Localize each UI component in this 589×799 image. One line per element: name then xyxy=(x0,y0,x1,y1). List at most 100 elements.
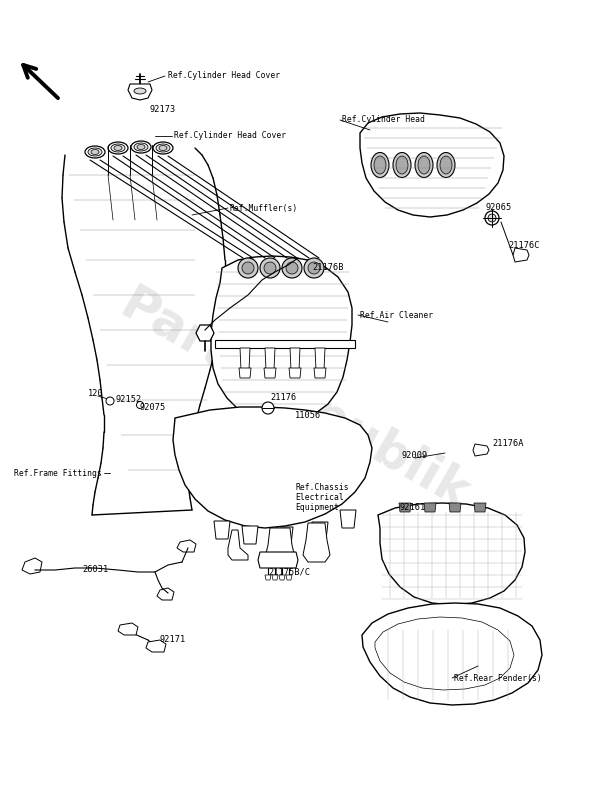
Circle shape xyxy=(286,262,298,274)
Ellipse shape xyxy=(415,153,433,177)
Circle shape xyxy=(488,214,496,222)
Text: 26031: 26031 xyxy=(82,566,108,574)
Polygon shape xyxy=(173,407,372,528)
Circle shape xyxy=(282,258,302,278)
Text: Ref.Rear Fender(s): Ref.Rear Fender(s) xyxy=(454,674,542,682)
Circle shape xyxy=(304,258,324,278)
Text: 92161: 92161 xyxy=(400,503,426,512)
Circle shape xyxy=(485,211,499,225)
Ellipse shape xyxy=(156,144,170,152)
Polygon shape xyxy=(513,248,529,262)
Ellipse shape xyxy=(85,146,105,158)
Text: Ref.Cylinder Head Cover: Ref.Cylinder Head Cover xyxy=(168,71,280,81)
Ellipse shape xyxy=(88,148,102,156)
Polygon shape xyxy=(239,368,251,378)
Polygon shape xyxy=(340,510,356,528)
Polygon shape xyxy=(258,552,298,568)
Ellipse shape xyxy=(393,153,411,177)
Polygon shape xyxy=(424,503,436,512)
Ellipse shape xyxy=(134,88,146,94)
Text: 21176B: 21176B xyxy=(312,264,343,272)
Ellipse shape xyxy=(371,153,389,177)
Polygon shape xyxy=(449,503,461,512)
Polygon shape xyxy=(473,444,489,456)
Ellipse shape xyxy=(114,145,122,150)
Polygon shape xyxy=(265,575,271,580)
Polygon shape xyxy=(128,84,152,100)
Polygon shape xyxy=(228,530,248,560)
Text: 120: 120 xyxy=(88,388,104,397)
Polygon shape xyxy=(378,503,525,605)
Ellipse shape xyxy=(153,142,173,154)
Polygon shape xyxy=(303,523,330,562)
Polygon shape xyxy=(118,623,138,635)
Polygon shape xyxy=(362,603,542,705)
Text: Ref.Frame Fittings: Ref.Frame Fittings xyxy=(14,468,102,478)
Text: 92171: 92171 xyxy=(160,635,186,645)
Polygon shape xyxy=(265,528,295,565)
Text: Equipment: Equipment xyxy=(295,503,339,512)
Ellipse shape xyxy=(137,145,145,149)
Polygon shape xyxy=(312,522,328,540)
Polygon shape xyxy=(242,526,258,544)
Polygon shape xyxy=(315,348,325,370)
Polygon shape xyxy=(196,325,214,341)
Polygon shape xyxy=(264,368,276,378)
Text: Ref.Air Cleaner: Ref.Air Cleaner xyxy=(360,311,433,320)
Polygon shape xyxy=(290,348,300,370)
Text: Electrical: Electrical xyxy=(295,494,344,503)
Polygon shape xyxy=(314,368,326,378)
Polygon shape xyxy=(215,340,355,348)
Ellipse shape xyxy=(159,145,167,150)
Text: PartsRepublik: PartsRepublik xyxy=(111,280,477,519)
Polygon shape xyxy=(286,575,292,580)
Text: 21176A: 21176A xyxy=(492,439,524,447)
Text: Ref.Chassis: Ref.Chassis xyxy=(295,483,349,492)
Text: 92009: 92009 xyxy=(402,451,428,459)
Polygon shape xyxy=(265,348,275,370)
Polygon shape xyxy=(277,527,293,545)
Text: 92173: 92173 xyxy=(150,105,176,114)
Polygon shape xyxy=(22,558,42,574)
Circle shape xyxy=(264,262,276,274)
Text: 92065: 92065 xyxy=(485,204,511,213)
Ellipse shape xyxy=(91,149,99,154)
Text: 92152: 92152 xyxy=(115,396,141,404)
Polygon shape xyxy=(146,640,166,652)
Circle shape xyxy=(260,258,280,278)
Polygon shape xyxy=(360,113,504,217)
Polygon shape xyxy=(279,575,285,580)
Text: 21176: 21176 xyxy=(270,393,296,403)
Text: 21176C: 21176C xyxy=(508,240,540,249)
Ellipse shape xyxy=(108,142,128,154)
Polygon shape xyxy=(177,540,196,552)
Polygon shape xyxy=(474,503,486,512)
Ellipse shape xyxy=(134,143,148,151)
Ellipse shape xyxy=(374,156,386,174)
Ellipse shape xyxy=(131,141,151,153)
Polygon shape xyxy=(272,575,278,580)
Polygon shape xyxy=(399,503,411,512)
Polygon shape xyxy=(211,256,352,420)
Polygon shape xyxy=(157,588,174,600)
Polygon shape xyxy=(289,368,301,378)
Circle shape xyxy=(308,262,320,274)
Circle shape xyxy=(242,262,254,274)
Polygon shape xyxy=(240,348,250,370)
Circle shape xyxy=(106,397,114,405)
Text: Ref.Muffler(s): Ref.Muffler(s) xyxy=(230,204,298,213)
Text: 21175B/C: 21175B/C xyxy=(268,567,310,577)
Ellipse shape xyxy=(396,156,408,174)
Circle shape xyxy=(238,258,258,278)
Ellipse shape xyxy=(111,144,125,152)
Circle shape xyxy=(137,402,144,408)
Ellipse shape xyxy=(440,156,452,174)
Text: Ref.Cylinder Head: Ref.Cylinder Head xyxy=(342,116,425,125)
Text: 92075: 92075 xyxy=(140,403,166,412)
Text: 11056: 11056 xyxy=(295,411,321,419)
Text: Ref.Cylinder Head Cover: Ref.Cylinder Head Cover xyxy=(174,132,286,141)
Ellipse shape xyxy=(437,153,455,177)
Circle shape xyxy=(262,402,274,414)
Ellipse shape xyxy=(418,156,430,174)
Polygon shape xyxy=(214,521,230,539)
